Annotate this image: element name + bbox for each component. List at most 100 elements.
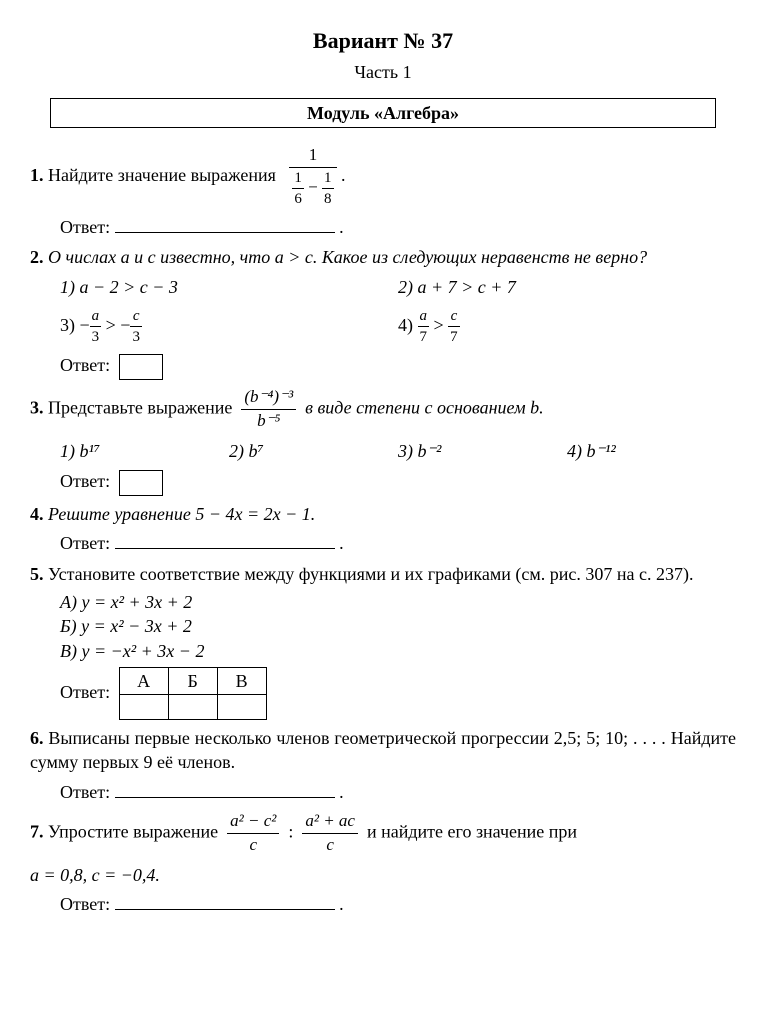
- q7-answer: Ответ: .: [60, 891, 736, 916]
- question-2: 2. О числах a и c известно, что a > c. К…: [30, 245, 736, 269]
- question-4: 4. Решите уравнение 5 − 4x = 2x − 1.: [30, 502, 736, 526]
- q2-opt2: 2) a + 7 > c + 7: [398, 275, 736, 299]
- part-subtitle: Часть 1: [30, 60, 736, 84]
- q2-o3-mid: > −: [101, 314, 130, 334]
- q2-o3-f1: a3: [90, 306, 102, 348]
- q7-f2n: a² + ac: [302, 810, 358, 833]
- q7-f2: a² + ac c: [302, 810, 358, 857]
- q2-o4-mid: >: [429, 314, 448, 334]
- q1-answer: Ответ: .: [60, 214, 736, 239]
- q1-fraction: 1 1 6 − 1 8: [289, 144, 336, 209]
- q3-opt1: 1) b¹⁷: [60, 439, 229, 463]
- q5-num: 5.: [30, 564, 44, 584]
- question-7: 7. Упростите выражение a² − c² c : a² + …: [30, 810, 736, 857]
- q2-o3-f2d: 3: [130, 326, 142, 347]
- q1-frac-den: 1 6 − 1 8: [289, 167, 336, 210]
- q5-b: Б) y = x² − 3x + 2: [60, 614, 736, 638]
- answer-label: Ответ:: [60, 782, 110, 802]
- answer-box[interactable]: [119, 354, 163, 380]
- question-5: 5. Установите соответствие между функция…: [30, 562, 736, 586]
- q1-minus: −: [308, 178, 318, 197]
- q1-num: 1.: [30, 165, 44, 185]
- abv-h-a: А: [119, 667, 168, 694]
- q3-text-a: Представьте выражение: [48, 398, 232, 418]
- q7-text-b: и найдите его значение при: [367, 822, 577, 842]
- q2-o4-f2d: 7: [448, 326, 460, 347]
- abv-cell-a[interactable]: [119, 695, 168, 720]
- q4-num: 4.: [30, 504, 44, 524]
- q2-opt4: 4) a7 > c7: [398, 306, 736, 348]
- q5-answer: Ответ: А Б В: [60, 667, 736, 720]
- q1-sf2-d: 8: [322, 188, 334, 209]
- question-3: 3. Представьте выражение (b⁻⁴)⁻³ b⁻⁵ в в…: [30, 386, 736, 433]
- abv-h-b: Б: [168, 667, 217, 694]
- q2-answer: Ответ:: [60, 353, 736, 380]
- q2-o3-f2: c3: [130, 306, 142, 348]
- q2-o3-f1d: 3: [90, 326, 102, 347]
- question-1: 1. Найдите значение выражения 1 1 6 − 1 …: [30, 144, 736, 209]
- q3-answer: Ответ:: [60, 469, 736, 496]
- q2-opts-2: 3) −a3 > −c3 4) a7 > c7: [60, 306, 736, 348]
- q2-o4-f1n: a: [418, 306, 430, 326]
- q2-text: О числах a и c известно, что a > c. Како…: [48, 247, 647, 267]
- q2-opt3: 3) −a3 > −c3: [60, 306, 398, 348]
- q2-num: 2.: [30, 247, 44, 267]
- q1-sf1-d: 6: [292, 188, 304, 209]
- q1-frac-num: 1: [289, 144, 336, 167]
- q6-answer: Ответ: .: [60, 779, 736, 804]
- q3-text-b: в виде степени с основанием b.: [305, 398, 543, 418]
- abv-cell-b[interactable]: [168, 695, 217, 720]
- answer-blank[interactable]: [115, 779, 335, 798]
- q3-opt2: 2) b⁷: [229, 439, 398, 463]
- q7-f1n: a² − c²: [227, 810, 279, 833]
- answer-blank[interactable]: [115, 891, 335, 910]
- q2-o3-f2n: c: [130, 306, 142, 326]
- q2-o3-pre: 3) −: [60, 314, 90, 334]
- q5-v: В) y = −x² + 3x − 2: [60, 639, 736, 663]
- q6-text: Выписаны первые несколько членов геометр…: [30, 728, 736, 772]
- q7-f2d: c: [302, 833, 358, 857]
- q2-o3-f1n: a: [90, 306, 102, 326]
- module-header: Модуль «Алгебра»: [50, 98, 716, 128]
- q3-opt3: 3) b⁻²: [398, 439, 567, 463]
- q2-o4-f1: a7: [418, 306, 430, 348]
- abv-h-v: В: [217, 667, 266, 694]
- q7-num: 7.: [30, 822, 44, 842]
- q1-subfrac-1: 1 6: [292, 168, 304, 210]
- q1-sf2-n: 1: [322, 168, 334, 188]
- answer-blank[interactable]: [115, 530, 335, 549]
- abv-table: А Б В: [119, 667, 267, 720]
- q1-period: .: [341, 165, 346, 185]
- q2-o4-pre: 4): [398, 314, 418, 334]
- question-6: 6. Выписаны первые несколько членов геом…: [30, 726, 736, 775]
- q1-subfrac-2: 1 8: [322, 168, 334, 210]
- q2-o4-f2n: c: [448, 306, 460, 326]
- abv-cell-v[interactable]: [217, 695, 266, 720]
- q3-frac-d: b⁻⁵: [241, 409, 296, 433]
- q5-a: А) y = x² + 3x + 2: [60, 590, 736, 614]
- answer-label: Ответ:: [60, 355, 110, 375]
- answer-box[interactable]: [119, 470, 163, 496]
- variant-title: Вариант № 37: [30, 26, 736, 56]
- q5-text: Установите соответствие между функциями …: [48, 564, 694, 584]
- q4-answer: Ответ: .: [60, 530, 736, 555]
- answer-label: Ответ:: [60, 471, 110, 491]
- q7-f1: a² − c² c: [227, 810, 279, 857]
- q7-colon: :: [288, 822, 293, 842]
- q7-f1d: c: [227, 833, 279, 857]
- q3-num: 3.: [30, 398, 44, 418]
- q7-text-a: Упростите выражение: [48, 822, 218, 842]
- q2-o4-f2: c7: [448, 306, 460, 348]
- q1-sf1-n: 1: [292, 168, 304, 188]
- q2-opts-1: 1) a − 2 > c − 3 2) a + 7 > c + 7: [60, 275, 736, 299]
- q1-text: Найдите значение выражения: [48, 165, 276, 185]
- q2-o4-f1d: 7: [418, 326, 430, 347]
- q4-text: Решите уравнение 5 − 4x = 2x − 1.: [48, 504, 315, 524]
- answer-label: Ответ:: [60, 894, 110, 914]
- answer-label: Ответ:: [60, 217, 110, 237]
- answer-label: Ответ:: [60, 682, 110, 702]
- q2-opt1: 1) a − 2 > c − 3: [60, 275, 398, 299]
- answer-blank[interactable]: [115, 214, 335, 233]
- q3-opt4: 4) b⁻¹²: [567, 439, 736, 463]
- answer-label: Ответ:: [60, 533, 110, 553]
